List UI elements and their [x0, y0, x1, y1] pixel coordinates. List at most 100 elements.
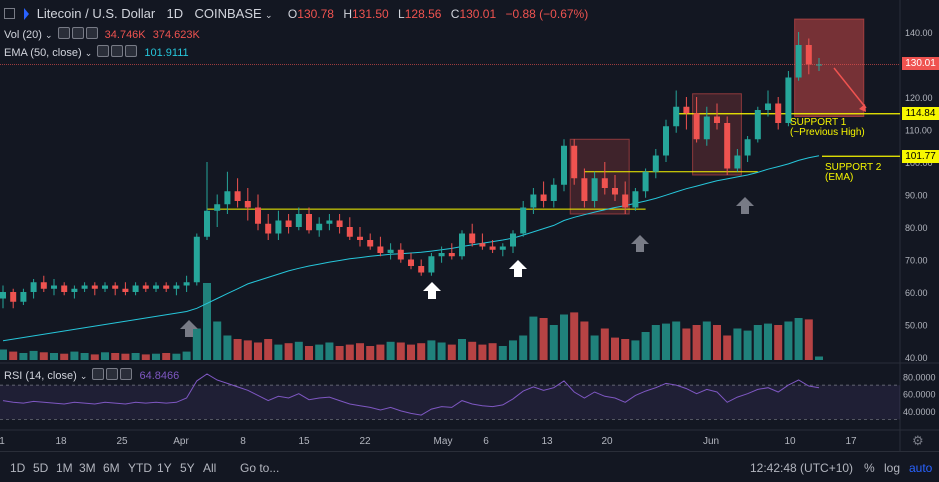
- range-5y[interactable]: 5Y: [180, 461, 195, 475]
- x-tick-label: 20: [601, 436, 613, 447]
- ema-legend[interactable]: EMA (50, close) ⌄ 101.9111: [4, 45, 189, 59]
- volume-bar: [60, 353, 69, 360]
- volume-legend[interactable]: Vol (20) ⌄ 34.746K 374.623K: [4, 27, 200, 41]
- auto-toggle[interactable]: auto: [909, 461, 933, 475]
- chevron-down-icon[interactable]: ⌄: [79, 371, 88, 381]
- volume-bar: [9, 351, 18, 360]
- volume-bar: [509, 340, 517, 360]
- x-tick-label: 8: [240, 436, 246, 447]
- range-1d[interactable]: 1D: [10, 461, 26, 475]
- candle-body: [183, 282, 190, 286]
- volume-bar: [366, 346, 375, 360]
- percent-toggle[interactable]: %: [864, 461, 875, 475]
- x-tick-label: 17: [845, 436, 857, 447]
- x-tick-label: 18: [55, 436, 67, 447]
- range-6m[interactable]: 6M: [103, 461, 120, 475]
- rsi-tick-label: 60.0000: [903, 390, 936, 400]
- volume-bar: [29, 350, 38, 360]
- volume-bar: [284, 343, 293, 360]
- x-tick-label: 15: [298, 436, 310, 447]
- range-1y[interactable]: 1Y: [157, 461, 172, 475]
- volume-bar: [794, 318, 803, 360]
- candle-body: [693, 113, 700, 140]
- gear-icon[interactable]: ⚙: [912, 433, 924, 448]
- exchange[interactable]: COINBASE: [194, 6, 262, 21]
- volume-bar: [233, 339, 242, 360]
- candle-body: [448, 253, 455, 257]
- volume-bar: [264, 339, 273, 360]
- projection-arrowhead: [859, 104, 866, 112]
- goto-button[interactable]: Go to...: [240, 461, 280, 475]
- range-all[interactable]: All: [203, 461, 217, 475]
- candle-body: [326, 220, 333, 224]
- collapse-icon[interactable]: [4, 8, 15, 19]
- volume-bar: [213, 321, 222, 360]
- volume-bar: [539, 318, 548, 360]
- candle-body: [153, 285, 159, 289]
- close-icon[interactable]: [85, 27, 98, 39]
- volume-bar: [447, 344, 456, 360]
- candle-body: [683, 106, 690, 114]
- support1-price-tag: 114.84: [902, 107, 939, 120]
- volume-bar: [152, 353, 160, 360]
- symbol-logo-icon: [24, 8, 30, 20]
- gear-icon[interactable]: [111, 45, 124, 57]
- candle-body: [489, 246, 496, 250]
- ohlc-close: C130.01: [450, 7, 497, 21]
- candle-body: [499, 246, 506, 250]
- y-tick-label: 40.00: [905, 353, 928, 363]
- rsi-legend[interactable]: RSI (14, close) ⌄ 64.8466: [4, 368, 179, 382]
- volume-bar: [386, 341, 395, 360]
- y-tick-label: 140.00: [905, 28, 933, 38]
- candle-body: [102, 285, 108, 289]
- candle-body: [734, 155, 741, 169]
- eye-icon[interactable]: [92, 368, 105, 380]
- x-tick-label: 13: [541, 436, 553, 447]
- chevron-down-icon[interactable]: ⌄: [84, 48, 93, 58]
- chevron-down-icon[interactable]: ⌄: [265, 10, 273, 20]
- candle-body: [265, 223, 272, 234]
- clock-display[interactable]: 12:42:48 (UTC+10): [750, 461, 854, 475]
- chevron-down-icon[interactable]: ⌄: [44, 30, 53, 40]
- volume-bar: [529, 316, 538, 360]
- range-3m[interactable]: 3M: [79, 461, 96, 475]
- candle-body: [438, 253, 445, 257]
- range-ytd[interactable]: YTD: [128, 461, 152, 475]
- x-tick-label: 22: [359, 436, 371, 447]
- volume-bar: [723, 335, 732, 360]
- close-icon[interactable]: [120, 368, 133, 380]
- range-5d[interactable]: 5D: [33, 461, 49, 475]
- symbol-name[interactable]: Litecoin / U.S. Dollar: [36, 6, 156, 21]
- log-toggle[interactable]: log: [884, 461, 901, 475]
- up-arrow-icon: [423, 282, 441, 299]
- volume-bar: [121, 353, 130, 360]
- chart-header: Litecoin / U.S. Dollar 1D COINBASE ⌄ O13…: [4, 6, 588, 21]
- volume-bar: [570, 312, 579, 360]
- volume-bar: [356, 343, 364, 360]
- close-icon[interactable]: [125, 45, 138, 57]
- volume-bar: [733, 328, 742, 360]
- eye-icon[interactable]: [57, 27, 70, 39]
- volume-bar: [407, 344, 415, 360]
- volume-bar: [682, 328, 691, 360]
- support2-annotation: SUPPORT 2 (EMA): [825, 162, 882, 183]
- candle-body: [428, 256, 435, 273]
- volume-bar: [141, 354, 150, 360]
- gear-icon[interactable]: [106, 368, 119, 380]
- up-arrow-icon: [180, 320, 198, 337]
- interval[interactable]: 1D: [166, 6, 184, 21]
- volume-bar: [784, 321, 793, 360]
- candle-body: [785, 77, 792, 123]
- eye-icon[interactable]: [97, 45, 110, 57]
- candle-body: [316, 223, 323, 231]
- candle-body: [173, 285, 180, 289]
- ema-label: EMA (50, close): [4, 47, 82, 59]
- support2-price-tag: 101.77: [902, 150, 939, 163]
- candle-body: [520, 207, 527, 234]
- y-tick-label: 50.00: [905, 321, 928, 331]
- volume-bar: [498, 346, 507, 360]
- range-1m[interactable]: 1M: [56, 461, 73, 475]
- volume-value-2: 374.623K: [152, 29, 200, 41]
- gear-icon[interactable]: [71, 27, 84, 39]
